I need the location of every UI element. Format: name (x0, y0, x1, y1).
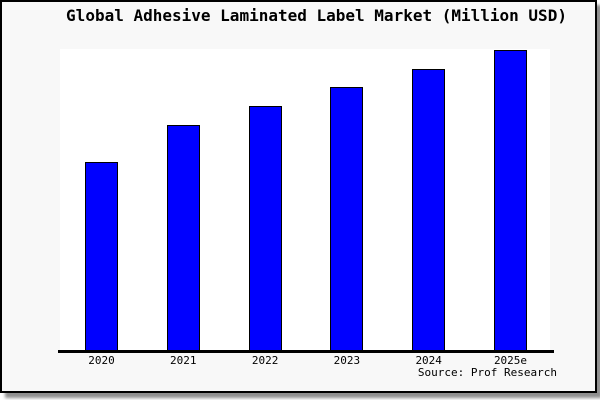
chart-card: Global Adhesive Laminated Label Market (… (0, 0, 597, 393)
source-credit: Source: Prof Research (417, 366, 557, 379)
bar-2021 (166, 125, 200, 351)
bar-2024 (412, 68, 446, 351)
bar-2023 (330, 87, 364, 351)
chart-title: Global Adhesive Laminated Label Market (… (66, 6, 567, 25)
x-tick-label-2024: 2024 (415, 354, 442, 367)
x-tick-label-2020: 2020 (88, 354, 115, 367)
bar-2025e (494, 49, 527, 351)
x-tick-label-2023: 2023 (333, 354, 361, 367)
x-tick-label-2021: 2021 (170, 354, 197, 367)
x-axis-line (58, 350, 554, 353)
x-tick-label-2025e: 2025e (493, 354, 528, 367)
bar-2022 (248, 106, 282, 351)
bar-2020 (85, 161, 118, 351)
x-tick-label-2022: 2022 (251, 354, 279, 367)
plot-area (60, 49, 550, 351)
